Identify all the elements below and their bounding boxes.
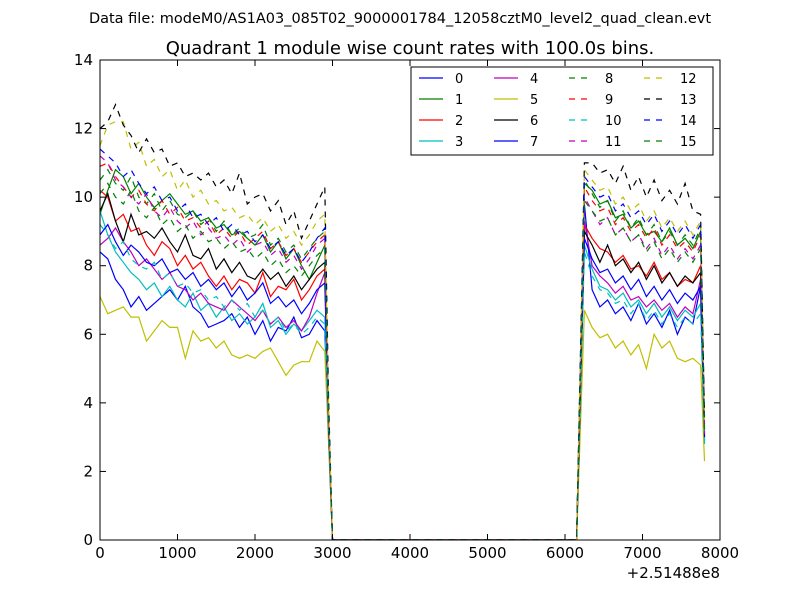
legend-label-8: 8 (605, 72, 613, 87)
legend-label-10: 10 (605, 114, 622, 129)
chart-title: Quadrant 1 module wise count rates with … (166, 38, 655, 59)
legend-label-4: 4 (530, 72, 538, 87)
series-line-8 (100, 168, 706, 540)
series-line-7 (100, 223, 706, 540)
x-tick-label: 1000 (158, 544, 196, 562)
legend-label-0: 0 (455, 72, 463, 87)
x-tick-label: 8000 (701, 544, 739, 562)
y-tick-label: 12 (74, 120, 93, 138)
x-tick-label: 2000 (236, 544, 274, 562)
x-axis-offset-label: +2.51488e8 (627, 564, 720, 582)
y-tick-label: 14 (74, 51, 93, 69)
y-tick-label: 2 (83, 462, 93, 480)
x-tick-label: 4000 (391, 544, 429, 562)
series-line-11 (100, 155, 706, 540)
series-line-5 (100, 296, 706, 540)
figure-suptitle: Data file: modeM0/AS1A03_085T02_90000017… (89, 11, 711, 27)
legend-label-1: 1 (455, 93, 463, 108)
y-tick-label: 10 (74, 188, 93, 206)
x-axis: 0 1000 2000 3000 4000 5000 6000 7000 8000 (95, 60, 739, 562)
series-line-15 (100, 182, 706, 540)
legend-label-12: 12 (680, 72, 697, 87)
legend-label-6: 6 (530, 114, 538, 129)
x-tick-label: 6000 (546, 544, 584, 562)
legend-label-5: 5 (530, 93, 538, 108)
x-tick-label: 3000 (313, 544, 351, 562)
x-tick-label: 0 (95, 544, 105, 562)
y-tick-label: 6 (83, 325, 93, 343)
legend-label-15: 15 (680, 135, 697, 150)
legend-label-3: 3 (455, 135, 463, 150)
legend-label-7: 7 (530, 135, 538, 150)
legend-label-9: 9 (605, 93, 613, 108)
series-line-4 (100, 220, 706, 540)
x-tick-label: 5000 (468, 544, 506, 562)
y-tick-label: 0 (83, 531, 93, 549)
series-line-6 (100, 191, 706, 540)
legend-box (410, 66, 714, 156)
legend-label-14: 14 (680, 114, 697, 129)
legend-label-11: 11 (605, 135, 622, 150)
series-line-0 (100, 203, 706, 540)
series-line-3 (100, 210, 706, 540)
series-line-13 (100, 103, 706, 540)
series-layer (100, 103, 706, 540)
y-tick-label: 4 (83, 394, 93, 412)
legend-label-2: 2 (455, 114, 463, 129)
x-tick-label: 7000 (623, 544, 661, 562)
y-tick-label: 8 (83, 257, 93, 275)
legend-label-13: 13 (680, 93, 697, 108)
series-line-1 (100, 168, 706, 540)
